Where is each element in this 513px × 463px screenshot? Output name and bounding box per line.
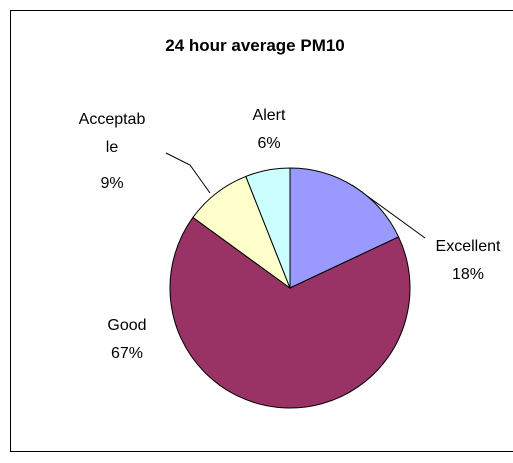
value-label: 67% xyxy=(110,345,144,362)
data-label: Good 67% xyxy=(107,312,146,368)
data-label: Excellent 18% xyxy=(436,233,501,289)
data-label: Acceptable 9% xyxy=(78,106,146,198)
value-label: 6% xyxy=(257,135,281,152)
pie-slice xyxy=(289,167,400,289)
pie-slice xyxy=(245,167,291,289)
pie xyxy=(169,167,411,409)
data-label: Alert 6% xyxy=(253,102,286,158)
chart-title: 24 hour average PM10 xyxy=(165,36,345,55)
category-label: Alert xyxy=(252,107,286,124)
leader-line xyxy=(165,152,211,194)
category-label: Excellent xyxy=(435,238,501,255)
value-label: 18% xyxy=(451,266,485,283)
pie-slice xyxy=(169,216,411,409)
value-label: 9% xyxy=(100,175,124,192)
category-label: Acceptable xyxy=(78,111,146,156)
category-label: Good xyxy=(107,317,147,334)
